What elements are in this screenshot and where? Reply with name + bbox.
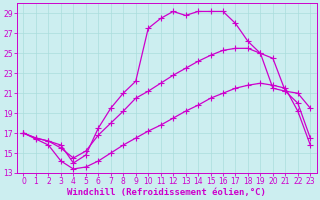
X-axis label: Windchill (Refroidissement éolien,°C): Windchill (Refroidissement éolien,°C) [68,188,266,197]
